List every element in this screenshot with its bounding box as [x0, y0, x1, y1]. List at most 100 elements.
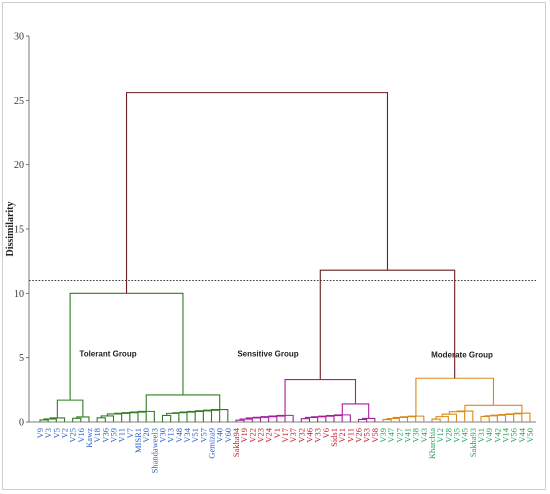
- dendrogram-link: [96, 417, 106, 422]
- leaf-label: V40: [215, 428, 225, 443]
- dendrogram-link: [166, 412, 180, 422]
- leaf-label: V14: [501, 427, 511, 442]
- dendrogram-link: [125, 92, 389, 294]
- leaf-labels: V9V3V5V2V25V16KawzV18V36V59V11V7MISR1V20…: [35, 427, 535, 473]
- dendrogram-link: [300, 418, 311, 422]
- leaf-label: V57: [198, 428, 208, 443]
- leaf-label: V22: [247, 428, 257, 443]
- dendrogram-link: [194, 410, 213, 422]
- chart-frame: [2, 2, 546, 490]
- leaf-label: V37: [288, 428, 298, 443]
- dendrogram-link: [435, 416, 449, 422]
- group-label-moderate: Moderate Group: [431, 351, 493, 360]
- leaf-label: V44: [517, 427, 527, 442]
- leaf-label: V59: [109, 428, 119, 443]
- leaf-label: V24: [264, 427, 274, 442]
- leaf-label: Gemiza9: [207, 428, 217, 459]
- leaf-label: V56: [509, 428, 519, 443]
- y-tick-label: 15: [14, 225, 24, 236]
- leaf-label: V23: [256, 428, 266, 443]
- dendrogram-link: [480, 415, 490, 422]
- leaf-label: V48: [174, 428, 184, 443]
- leaf-label: V2: [60, 428, 70, 438]
- leaf-label: V33: [313, 428, 323, 443]
- leaf-label: V58: [370, 428, 380, 443]
- dendrogram-link: [325, 414, 343, 422]
- leaf-label: V11: [345, 428, 355, 442]
- dendrogram-link: [319, 269, 456, 380]
- leaf-label: V20: [141, 428, 151, 443]
- dendrogram-link: [172, 412, 188, 422]
- dendrogram-link: [448, 411, 466, 422]
- leaf-label: V16: [76, 428, 86, 443]
- group-label-tolerant: Tolerant Group: [79, 349, 136, 358]
- leaf-label: V45: [460, 428, 470, 443]
- leaf-label: V26: [354, 428, 364, 443]
- leaf-label: V12: [435, 428, 445, 443]
- group-labels: Tolerant Group Sensitive Group Moderate Gr…: [79, 349, 493, 359]
- dendrogram-link: [260, 416, 278, 422]
- dendrogram-link: [106, 413, 123, 422]
- leaf-label: V53: [362, 428, 372, 443]
- leaf-label: V31: [476, 428, 486, 443]
- leaf-label: V38: [411, 428, 421, 443]
- dendrogram-link: [145, 394, 221, 412]
- dendrogram-link: [464, 404, 523, 414]
- dendrogram-link: [69, 292, 184, 401]
- leaf-label: V36: [100, 428, 110, 443]
- leaf-label: Sids1: [329, 428, 339, 447]
- leaf-label: V60: [223, 428, 233, 443]
- leaf-label: V34: [182, 427, 192, 442]
- leaf-label: V35: [452, 428, 462, 443]
- dendrogram-link: [211, 408, 229, 422]
- leaf-label: V9: [35, 428, 45, 438]
- leaf-label: V7: [125, 428, 135, 438]
- leaf-label: V17: [280, 428, 290, 443]
- leaf-label: V41: [403, 428, 413, 443]
- leaf-label: V50: [525, 428, 535, 443]
- y-tick-label: 10: [14, 289, 24, 300]
- leaf-label: Sakha94: [231, 427, 241, 457]
- y-axis-label: Dissimilarity: [5, 202, 16, 257]
- dendrogram-link: [235, 419, 245, 422]
- dendrogram-link: [441, 413, 458, 422]
- y-tick-label: 5: [19, 353, 24, 364]
- leaf-label: V42: [492, 428, 502, 443]
- dendrogram-link: [431, 418, 441, 422]
- leaf-label: V3: [43, 428, 53, 438]
- axes: 0 5 10 15 20 25 30: [14, 32, 536, 429]
- dendrogram-link: [252, 416, 270, 422]
- leaf-label: V47: [386, 428, 396, 443]
- leaf-label: V19: [239, 428, 249, 443]
- y-tick-label: 20: [14, 160, 24, 171]
- dendrogram-link: [357, 418, 368, 422]
- y-tick-label: 25: [14, 96, 24, 107]
- dendrogram-tree: [39, 92, 531, 422]
- leaf-label: V46: [305, 428, 315, 443]
- dendrogram-link: [72, 417, 82, 422]
- leaf-label: V27: [394, 428, 404, 443]
- dendrogram-link: [186, 410, 204, 422]
- leaf-label: V1: [272, 428, 282, 438]
- leaf-label: V6: [321, 428, 331, 438]
- leaf-label: V32: [296, 428, 306, 443]
- leaf-label: Sakha93: [468, 428, 478, 457]
- leaf-label: V25: [68, 428, 78, 443]
- leaf-label: V13: [166, 428, 176, 443]
- dendrogram-link: [304, 416, 319, 422]
- dendrogram-link: [56, 399, 84, 418]
- leaf-label: V51: [190, 428, 200, 443]
- dendrogram-link: [497, 413, 515, 422]
- leaf-label: Kharchia: [427, 428, 437, 459]
- leaf-label: V5: [51, 428, 61, 438]
- dendrogram-link: [76, 416, 90, 422]
- dendrogram-link: [276, 414, 294, 422]
- leaf-label: Shandaweel3: [149, 428, 159, 473]
- leaf-label: V43: [419, 428, 429, 443]
- dendrogram-link: [386, 417, 400, 422]
- dendrogram-link: [392, 416, 409, 422]
- y-tick-label: 30: [14, 32, 24, 43]
- leaf-label: V30: [158, 428, 168, 443]
- dendrogram-link: [43, 418, 57, 422]
- leaf-label: V28: [443, 428, 453, 443]
